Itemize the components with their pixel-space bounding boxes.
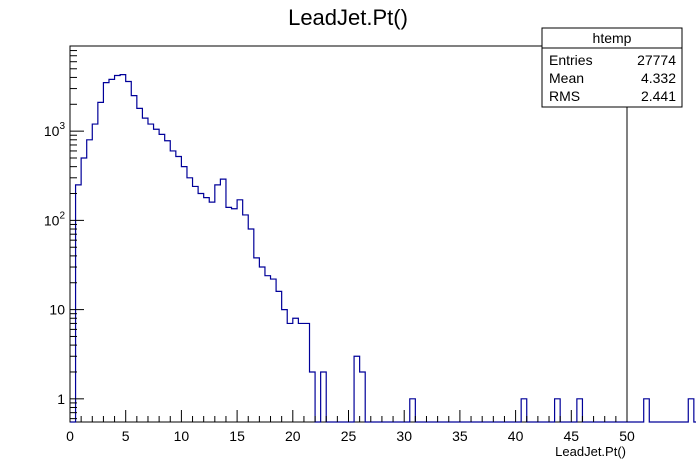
chart-title: LeadJet.Pt() — [288, 5, 408, 30]
y-tick-label: 103 — [44, 121, 66, 139]
histogram-line — [70, 74, 696, 423]
histogram-series — [70, 74, 696, 423]
x-tick-label: 35 — [452, 428, 468, 444]
stats-rms-value: 2.441 — [641, 88, 676, 104]
x-tick-label: 0 — [66, 428, 74, 444]
stats-entries-value: 27774 — [637, 52, 676, 68]
stats-mean-label: Mean — [549, 70, 584, 86]
stats-box-frame — [541, 27, 683, 108]
x-tick-label: 25 — [341, 428, 357, 444]
x-tick-label: 5 — [122, 428, 130, 444]
y-tick-label: 102 — [44, 210, 66, 228]
stats-box-title: htemp — [593, 30, 632, 46]
stats-entries-label: Entries — [549, 52, 593, 68]
stats-rms-label: RMS — [549, 88, 580, 104]
x-tick-label: 30 — [396, 428, 412, 444]
x-tick-label: 15 — [229, 428, 245, 444]
x-tick-label: 40 — [508, 428, 524, 444]
x-axis-label: LeadJet.Pt() — [555, 444, 626, 459]
x-axis: 0 5 10 15 20 25 30 35 40 45 50 — [66, 410, 635, 444]
stats-box: htemp Entries 27774 Mean 4.332 RMS 2.441 — [541, 27, 683, 108]
y-tick-label: 10 — [49, 302, 65, 318]
x-tick-label: 45 — [564, 428, 580, 444]
x-tick-label: 50 — [619, 428, 635, 444]
x-tick-label: 20 — [285, 428, 301, 444]
x-tick-label: 10 — [174, 428, 190, 444]
y-axis: 1 10 102 103 — [44, 45, 84, 420]
y-tick-label: 1 — [57, 391, 65, 407]
stats-mean-value: 4.332 — [641, 70, 676, 86]
